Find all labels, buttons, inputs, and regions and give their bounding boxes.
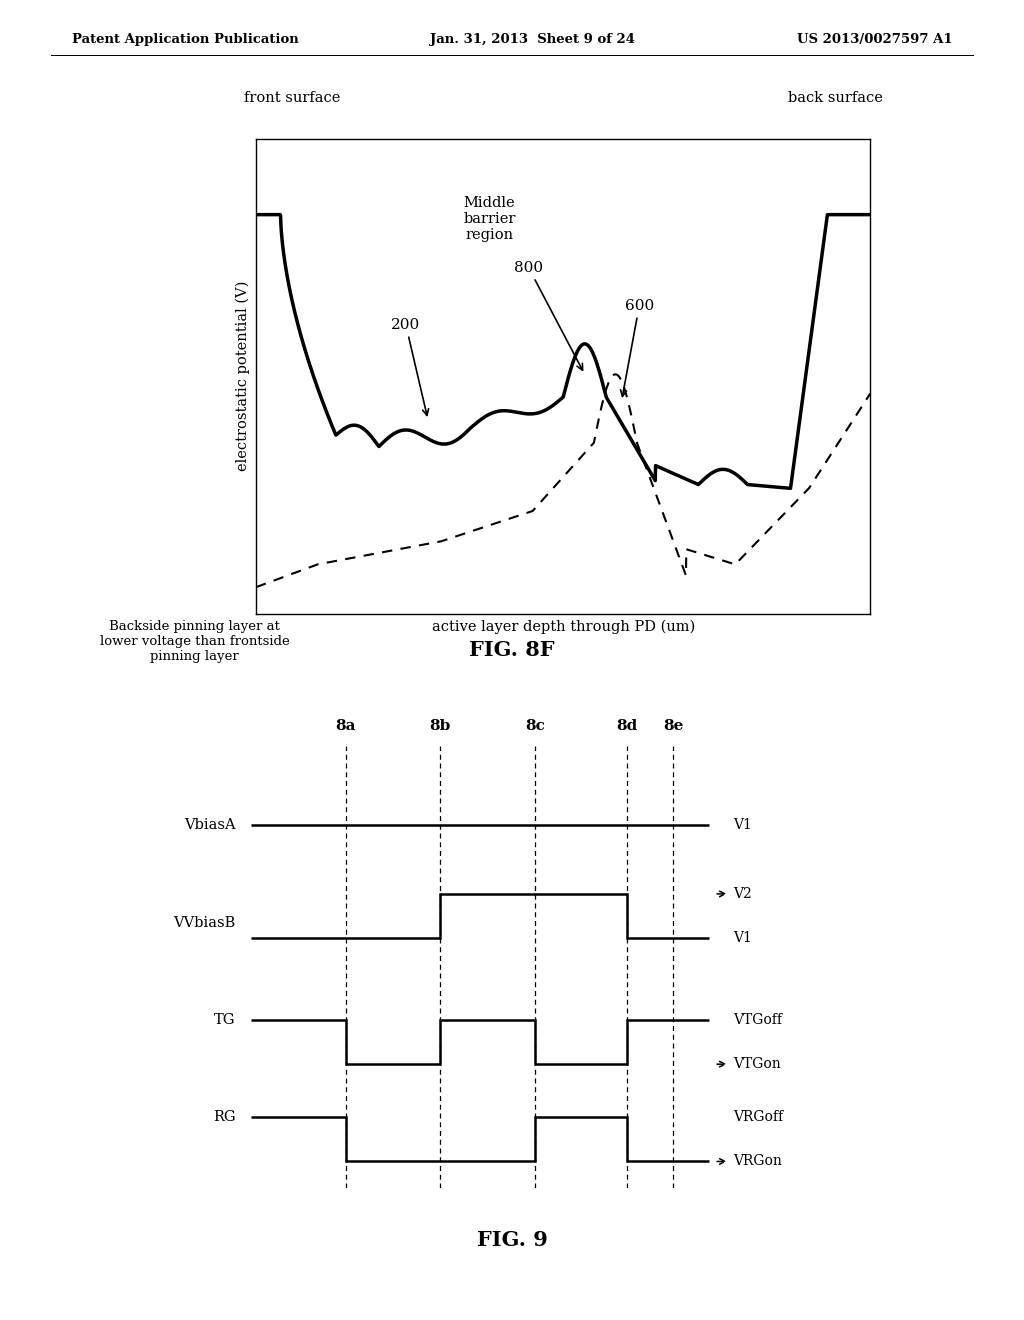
Text: 8e: 8e	[664, 718, 683, 733]
Text: 8d: 8d	[616, 718, 638, 733]
Text: 800: 800	[514, 260, 583, 370]
Text: front surface: front surface	[244, 91, 340, 106]
Text: FIG. 8F: FIG. 8F	[469, 640, 555, 660]
Text: 8c: 8c	[525, 718, 545, 733]
Text: TG: TG	[214, 1012, 236, 1027]
Text: VTGoff: VTGoff	[733, 1012, 781, 1027]
Text: 8a: 8a	[335, 718, 356, 733]
Text: 600: 600	[621, 298, 654, 396]
Text: Jan. 31, 2013  Sheet 9 of 24: Jan. 31, 2013 Sheet 9 of 24	[430, 33, 635, 46]
Text: V1: V1	[733, 931, 752, 945]
Text: 200: 200	[391, 318, 429, 416]
Text: VTGon: VTGon	[733, 1057, 780, 1072]
Text: V2: V2	[733, 887, 752, 902]
X-axis label: active layer depth through PD (um): active layer depth through PD (um)	[431, 619, 695, 634]
Text: RG: RG	[213, 1110, 236, 1125]
Text: FIG. 9: FIG. 9	[476, 1230, 548, 1250]
Text: US 2013/0027597 A1: US 2013/0027597 A1	[797, 33, 952, 46]
Text: V1: V1	[733, 818, 752, 833]
Y-axis label: electrostatic potential (V): electrostatic potential (V)	[237, 281, 251, 471]
Text: VRGoff: VRGoff	[733, 1110, 782, 1125]
Text: VbiasA: VbiasA	[184, 818, 236, 833]
Text: Middle
barrier
region: Middle barrier region	[463, 195, 516, 242]
Text: 8b: 8b	[430, 718, 451, 733]
Text: Patent Application Publication: Patent Application Publication	[72, 33, 298, 46]
Text: VVbiasB: VVbiasB	[173, 916, 236, 929]
Text: VRGon: VRGon	[733, 1155, 781, 1168]
Text: Backside pinning layer at
lower voltage than frontside
pinning layer: Backside pinning layer at lower voltage …	[99, 620, 290, 664]
Text: back surface: back surface	[787, 91, 883, 106]
